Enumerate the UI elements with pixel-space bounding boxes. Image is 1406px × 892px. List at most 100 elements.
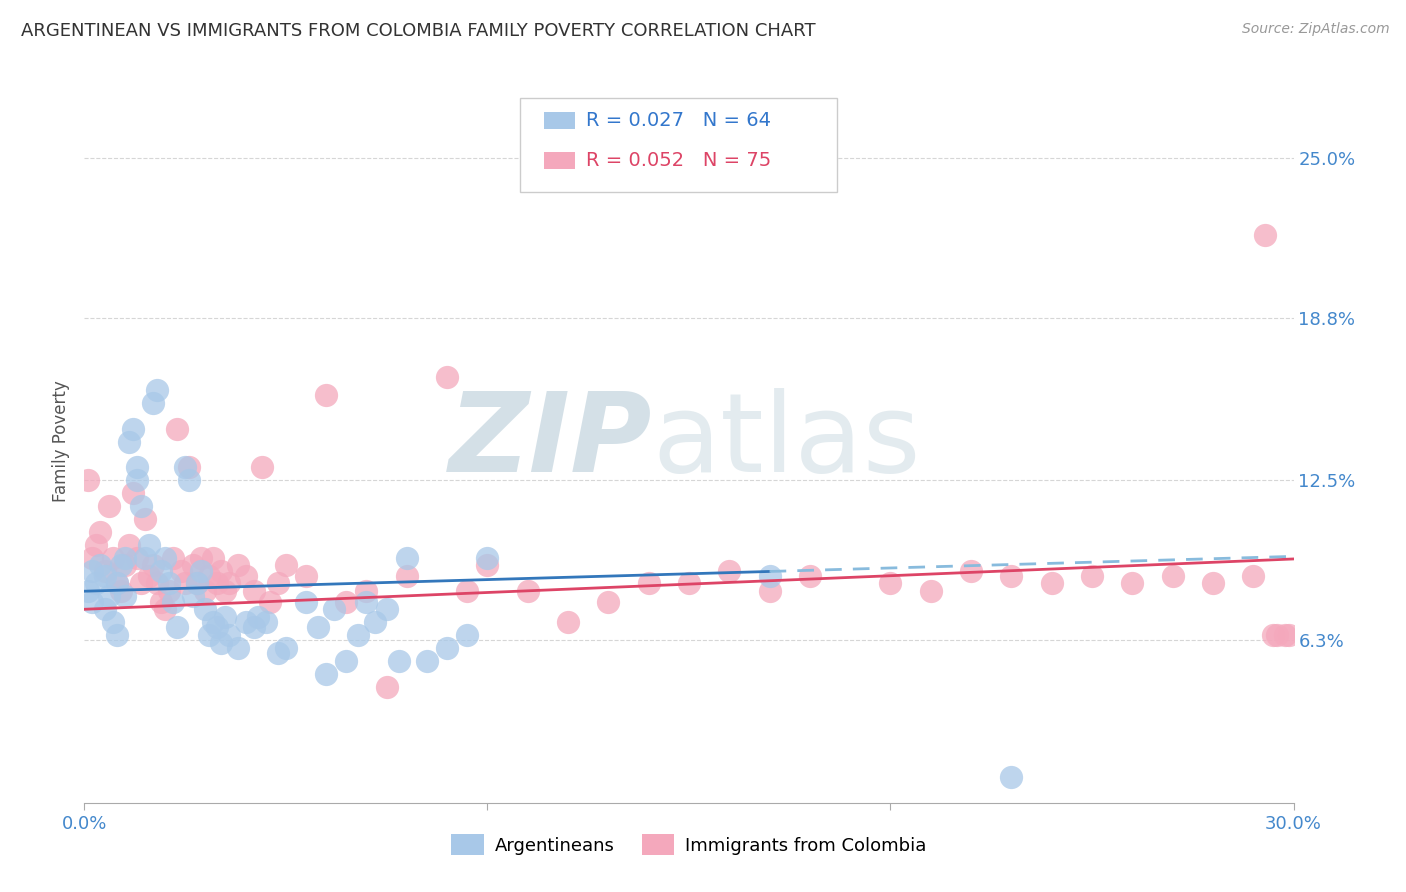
- Point: [162, 594, 184, 608]
- Point: [218, 576, 240, 591]
- Point: [186, 576, 208, 591]
- Point: [274, 640, 297, 655]
- Text: ZIP: ZIP: [449, 388, 652, 495]
- Point: [758, 584, 780, 599]
- Point: [93, 568, 115, 582]
- Point: [758, 568, 780, 582]
- Point: [274, 558, 297, 573]
- Point: [335, 594, 357, 608]
- Point: [138, 568, 160, 582]
- Point: [105, 576, 128, 591]
- Point: [134, 512, 156, 526]
- Point: [1121, 576, 1143, 591]
- Point: [1000, 770, 1022, 784]
- Point: [456, 584, 478, 599]
- Point: [86, 576, 108, 591]
- Point: [82, 550, 104, 565]
- Point: [375, 680, 398, 694]
- Point: [179, 473, 201, 487]
- Point: [246, 610, 269, 624]
- Text: atlas: atlas: [652, 388, 921, 495]
- Point: [226, 640, 249, 655]
- Point: [190, 550, 212, 565]
- Point: [295, 594, 318, 608]
- Point: [242, 620, 264, 634]
- Point: [146, 383, 169, 397]
- Point: [105, 576, 128, 591]
- Point: [142, 396, 165, 410]
- Point: [110, 558, 132, 573]
- Point: [149, 594, 172, 608]
- Point: [335, 654, 357, 668]
- Point: [146, 576, 169, 591]
- Point: [118, 538, 141, 552]
- Text: R = 0.027   N = 64: R = 0.027 N = 64: [586, 111, 772, 130]
- Point: [93, 602, 115, 616]
- Point: [97, 590, 120, 604]
- Point: [82, 594, 104, 608]
- Point: [110, 584, 132, 599]
- Point: [295, 568, 318, 582]
- Point: [77, 584, 100, 599]
- Point: [142, 558, 165, 573]
- Text: R = 0.052   N = 75: R = 0.052 N = 75: [586, 151, 772, 170]
- Point: [166, 620, 188, 634]
- Point: [86, 538, 108, 552]
- Point: [202, 615, 225, 630]
- Point: [214, 584, 236, 599]
- Point: [153, 550, 176, 565]
- Point: [202, 550, 225, 565]
- Point: [166, 422, 188, 436]
- Point: [267, 646, 290, 660]
- Point: [436, 640, 458, 655]
- Point: [190, 564, 212, 578]
- Point: [157, 576, 180, 591]
- Point: [235, 615, 257, 630]
- Point: [235, 568, 257, 582]
- Point: [1081, 568, 1104, 582]
- Point: [114, 590, 136, 604]
- Point: [226, 558, 249, 573]
- Point: [89, 558, 111, 573]
- Point: [347, 628, 370, 642]
- Point: [678, 576, 700, 591]
- Text: ARGENTINEAN VS IMMIGRANTS FROM COLOMBIA FAMILY POVERTY CORRELATION CHART: ARGENTINEAN VS IMMIGRANTS FROM COLOMBIA …: [21, 22, 815, 40]
- Point: [101, 550, 124, 565]
- Point: [129, 576, 152, 591]
- Point: [456, 628, 478, 642]
- Point: [516, 584, 538, 599]
- Point: [179, 460, 201, 475]
- Point: [105, 628, 128, 642]
- Point: [114, 558, 136, 573]
- Point: [920, 584, 942, 599]
- Point: [1000, 568, 1022, 582]
- Point: [315, 388, 337, 402]
- Point: [363, 615, 385, 630]
- Point: [186, 576, 208, 591]
- Point: [960, 564, 983, 578]
- Point: [198, 628, 221, 642]
- Point: [477, 550, 499, 565]
- Point: [1263, 628, 1285, 642]
- Point: [259, 594, 281, 608]
- Point: [1254, 228, 1277, 243]
- Point: [315, 666, 337, 681]
- Point: [209, 636, 232, 650]
- Point: [125, 473, 148, 487]
- Point: [138, 538, 160, 552]
- Point: [1278, 628, 1301, 642]
- Point: [209, 564, 232, 578]
- Point: [101, 615, 124, 630]
- Point: [1267, 628, 1289, 642]
- Point: [242, 584, 264, 599]
- Point: [416, 654, 439, 668]
- Point: [170, 564, 193, 578]
- Point: [375, 602, 398, 616]
- Point: [77, 473, 100, 487]
- Point: [125, 550, 148, 565]
- Point: [323, 602, 346, 616]
- Point: [799, 568, 821, 582]
- Point: [1241, 568, 1264, 582]
- Point: [198, 568, 221, 582]
- Point: [174, 460, 197, 475]
